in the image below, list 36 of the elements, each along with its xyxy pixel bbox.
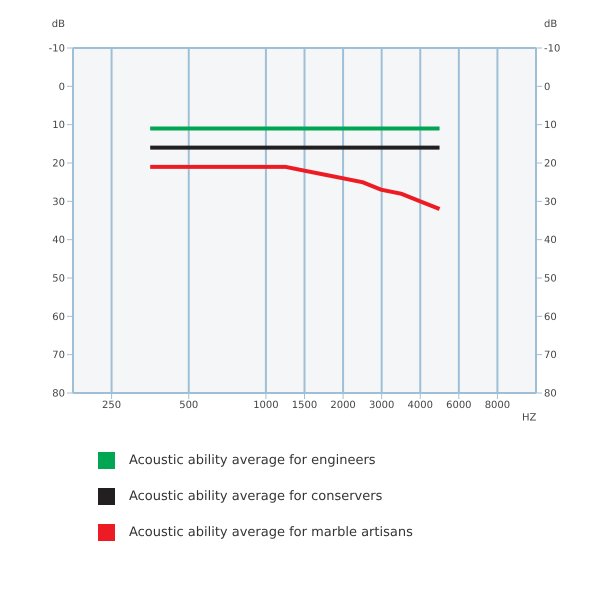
y2-tick-label: 10 — [544, 120, 557, 132]
y2-tick-label: 50 — [544, 274, 557, 285]
x-tick-label: 250 — [102, 400, 122, 412]
legend-label: Acoustic ability average for engineers — [129, 452, 376, 468]
y2-tick-label: 80 — [544, 388, 557, 400]
x-tick-label: 6000 — [446, 400, 472, 412]
x-tick-label: 1000 — [253, 400, 279, 412]
y2-axis-title: dB — [544, 19, 558, 30]
x-tick-label: 4000 — [408, 400, 433, 412]
y-tick-label: 30 — [52, 196, 65, 208]
x-tick-label: 1500 — [292, 400, 318, 412]
y-tick-label: 80 — [52, 388, 65, 400]
y-tick-label: 60 — [52, 312, 65, 323]
y2-tick-label: 20 — [544, 158, 557, 170]
y-tick-label: 50 — [52, 274, 65, 285]
y-tick-label: -10 — [48, 44, 65, 55]
legend-label: Acoustic ability average for conservers — [129, 488, 382, 504]
y-tick-label: 20 — [52, 158, 65, 170]
x-tick-label: 3000 — [368, 400, 394, 412]
y2-tick-label: -10 — [544, 44, 560, 55]
y2-tick-label: 60 — [544, 312, 557, 323]
y2-tick-label: 70 — [544, 350, 557, 362]
y2-tick-label: 0 — [544, 82, 550, 93]
x-tick-label: 8000 — [484, 400, 510, 412]
y2-tick-label: 40 — [544, 235, 557, 246]
y-tick-label: 70 — [52, 350, 65, 362]
y-axis-title: dB — [52, 19, 66, 30]
y-tick-label: 40 — [52, 235, 65, 246]
line-series — [148, 164, 442, 211]
x-tick-label: 500 — [179, 400, 198, 412]
y-tick-label: 10 — [52, 120, 65, 132]
legend-label: Acoustic ability average for marble artisans — [129, 524, 413, 540]
x-axis-title: HZ — [522, 412, 537, 424]
y-tick-label: 0 — [58, 82, 65, 93]
x-tick-label: 2000 — [330, 400, 356, 412]
y2-tick-label: 30 — [544, 196, 557, 208]
